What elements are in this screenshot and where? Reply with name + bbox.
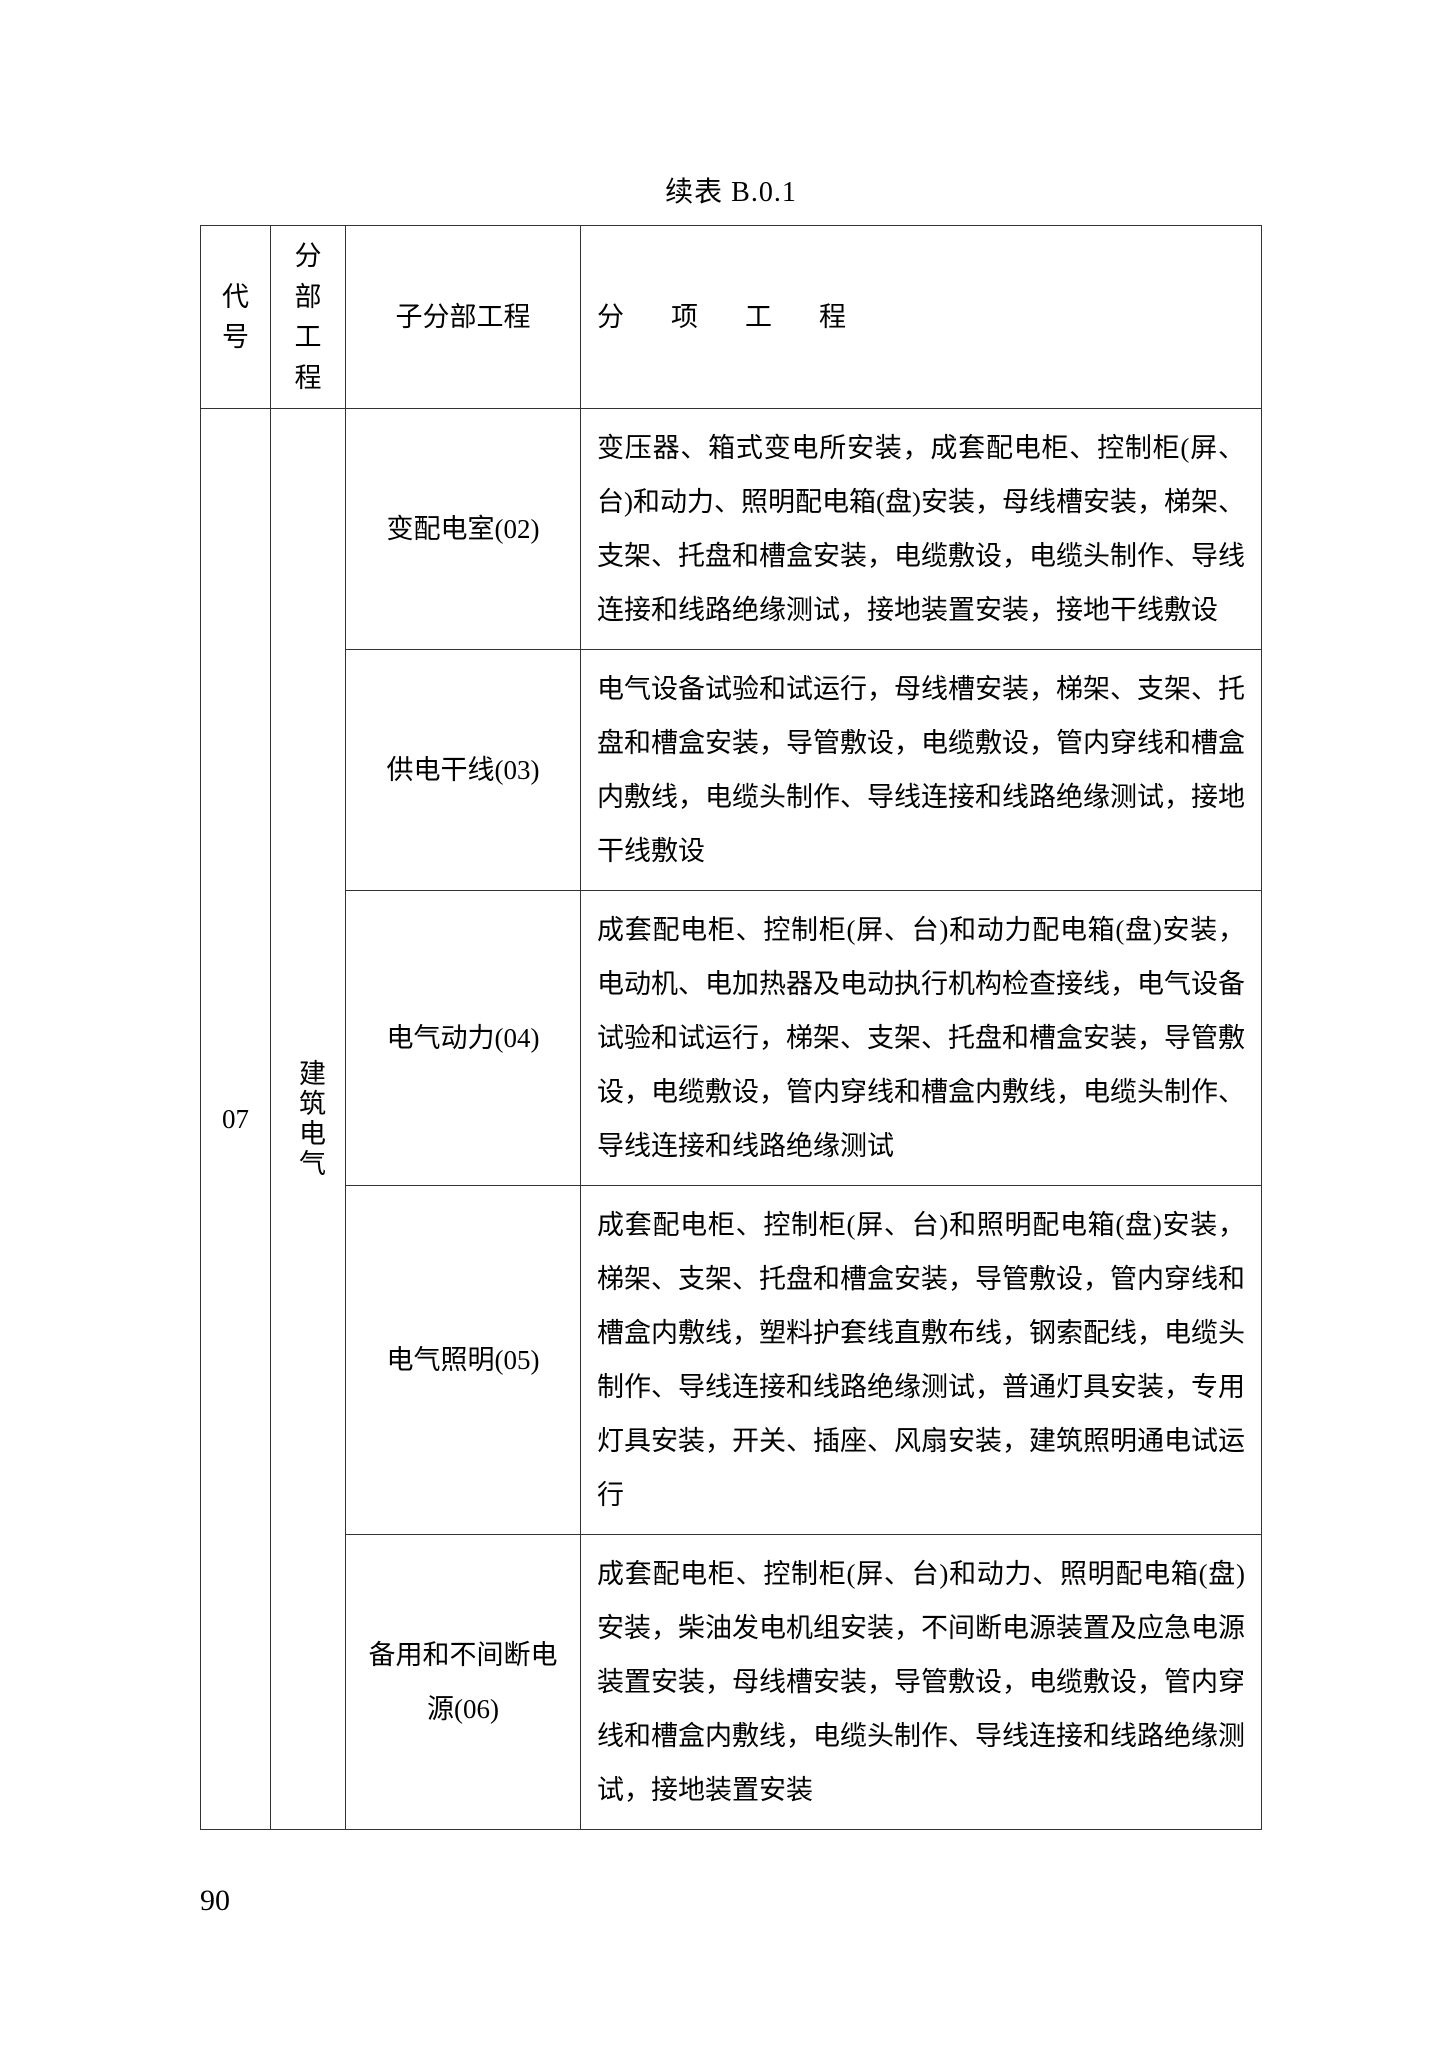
- table-row: 电气照明(05) 成套配电柜、控制柜(屏、台)和照明配电箱(盘)安装，梯架、支架…: [201, 1186, 1262, 1535]
- section-text: 建筑电气: [283, 1059, 337, 1179]
- header-section: 分部工程: [271, 226, 346, 409]
- table-row: 07 建筑电气 变配电室(02) 变压器、箱式变电所安装，成套配电柜、控制柜(屏…: [201, 409, 1262, 650]
- header-code: 代号: [201, 226, 271, 409]
- page-number: 90: [200, 1884, 230, 1918]
- subsection-cell: 电气照明(05): [346, 1186, 581, 1535]
- items-cell: 电气设备试验和试运行，母线槽安装，梯架、支架、托盘和槽盒安装，导管敷设，电缆敷设…: [581, 650, 1262, 891]
- subsection-cell: 备用和不间断电源(06): [346, 1535, 581, 1830]
- items-cell: 变压器、箱式变电所安装，成套配电柜、控制柜(屏、台)和动力、照明配电箱(盘)安装…: [581, 409, 1262, 650]
- table-row: 电气动力(04) 成套配电柜、控制柜(屏、台)和动力配电箱(盘)安装，电动机、电…: [201, 891, 1262, 1186]
- table-row: 供电干线(03) 电气设备试验和试运行，母线槽安装，梯架、支架、托盘和槽盒安装，…: [201, 650, 1262, 891]
- items-cell: 成套配电柜、控制柜(屏、台)和动力配电箱(盘)安装，电动机、电加热器及电动执行机…: [581, 891, 1262, 1186]
- table-title: 续表 B.0.1: [200, 170, 1262, 210]
- header-row: 代号 分部工程 子分部工程 分 项 工 程: [201, 226, 1262, 409]
- section-cell: 建筑电气: [271, 409, 346, 1830]
- header-items: 分 项 工 程: [581, 226, 1262, 409]
- table-row: 备用和不间断电源(06) 成套配电柜、控制柜(屏、台)和动力、照明配电箱(盘)安…: [201, 1535, 1262, 1830]
- code-cell: 07: [201, 409, 271, 1830]
- subsection-cell: 电气动力(04): [346, 891, 581, 1186]
- subsection-cell: 变配电室(02): [346, 409, 581, 650]
- items-cell: 成套配电柜、控制柜(屏、台)和照明配电箱(盘)安装，梯架、支架、托盘和槽盒安装，…: [581, 1186, 1262, 1535]
- subsection-cell: 供电干线(03): [346, 650, 581, 891]
- main-table: 代号 分部工程 子分部工程 分 项 工 程 07 建筑电气 变配电室(02) 变…: [200, 225, 1262, 1830]
- items-cell: 成套配电柜、控制柜(屏、台)和动力、照明配电箱(盘)安装，柴油发电机组安装，不间…: [581, 1535, 1262, 1830]
- header-subsection: 子分部工程: [346, 226, 581, 409]
